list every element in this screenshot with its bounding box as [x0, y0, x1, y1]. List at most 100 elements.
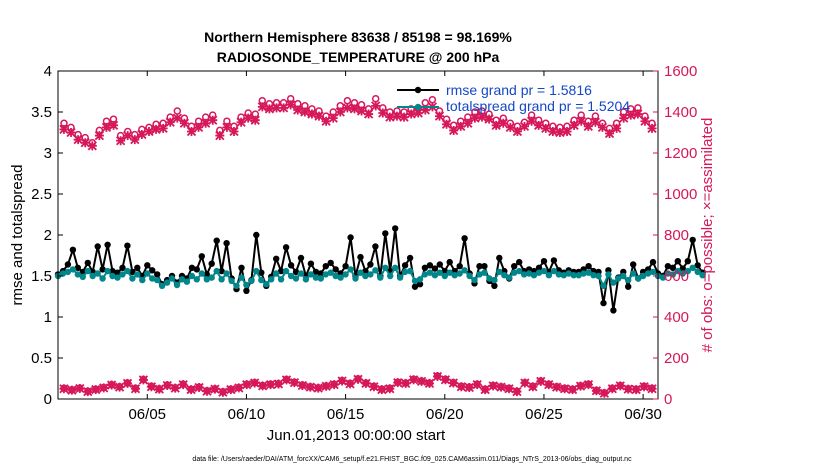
obs-low-assimilated-marker [456, 382, 466, 392]
totalspread-point [684, 267, 691, 275]
obs-low-assimilated-marker [432, 371, 443, 382]
totalspread-point [570, 272, 577, 279]
obs-assimilated-marker [434, 111, 445, 121]
totalspread-point [486, 275, 493, 282]
x-axis-label: Jun.01,2013 00:00:00 start [267, 427, 446, 444]
rmse-point [689, 236, 696, 244]
totalspread-point [451, 272, 458, 279]
totalspread-point [84, 267, 92, 275]
totalspread-point [233, 282, 240, 289]
totalspread-point [94, 270, 101, 277]
rmse-point [441, 267, 448, 275]
totalspread-point [699, 272, 706, 279]
totalspread-point [188, 272, 196, 280]
obs-assimilated-marker [115, 136, 126, 146]
totalspread-point [114, 274, 121, 281]
obs-low-assimilated-marker [488, 381, 498, 391]
totalspread-point [535, 269, 543, 276]
obs-low-assimilated-marker [321, 381, 331, 391]
totalspread-point [694, 268, 701, 276]
totalspread-point [79, 273, 87, 280]
rmse-point [243, 287, 250, 294]
rmse-point [119, 264, 126, 271]
rmse-point [317, 270, 324, 277]
obs-assimilated-marker [158, 123, 168, 134]
obs-assimilated-marker [257, 102, 267, 112]
obs-assimilated-marker [619, 113, 629, 123]
plot-area [58, 71, 658, 399]
obs-assimilated-marker [123, 130, 133, 141]
rmse-point [610, 307, 617, 314]
totalspread-point [362, 272, 369, 280]
obs-assimilated-marker [130, 135, 140, 145]
totalspread-point [89, 272, 96, 280]
rmse-point [461, 235, 468, 242]
obs-assimilated-marker [647, 123, 657, 134]
totalspread-point [516, 267, 523, 275]
rmse-point [277, 267, 285, 275]
totalspread-point [421, 271, 429, 278]
left-tick-label: 4 [44, 63, 52, 80]
obs-assimilated-marker [512, 126, 523, 137]
legend-rmse-label: rmse grand pr = 1.5816 [446, 82, 592, 98]
totalspread-point [565, 270, 572, 277]
rmse-point [223, 240, 230, 247]
obs-low-assimilated-marker [202, 386, 212, 396]
obs-low-assimilated-marker [130, 384, 141, 394]
rmse-point [436, 261, 443, 268]
rmse-point [446, 258, 453, 266]
rmse-point [144, 262, 151, 269]
left-tick-label: 3.5 [31, 104, 52, 121]
rmse-point [292, 268, 300, 276]
totalspread-point [282, 267, 290, 275]
totalspread-point [367, 271, 374, 278]
totalspread-point [426, 269, 434, 276]
obs-low-assimilated-marker [512, 386, 522, 397]
obs-assimilated-marker [583, 121, 593, 131]
rmse-point [392, 225, 399, 232]
totalspread-point [139, 276, 146, 284]
right-tick-label: 1200 [664, 145, 697, 162]
totalspread-point [287, 272, 295, 280]
obs-low-assimilated-marker [138, 375, 149, 385]
obs-assimilated-marker [307, 109, 317, 119]
rmse-point [511, 263, 518, 270]
right-tick-label: 400 [664, 309, 689, 326]
obs-assimilated-marker [392, 111, 402, 121]
rmse-point [372, 243, 379, 250]
rmse-point [481, 263, 488, 270]
obs-assimilated-marker [208, 115, 218, 125]
totalspread-point [99, 275, 106, 282]
totalspread-point [292, 275, 300, 282]
obs-low-assimilated-marker [393, 377, 403, 388]
left-tick-label: 0 [44, 391, 52, 408]
totalspread-point [560, 272, 567, 279]
obs-low-assimilated-marker [599, 388, 610, 398]
obs-low-assimilated-marker [639, 382, 649, 392]
rmse-point [347, 234, 354, 241]
totalspread-point [506, 274, 513, 281]
totalspread-point [307, 271, 315, 278]
obs-assimilated-marker [293, 105, 303, 115]
obs-assimilated-marker [94, 130, 105, 141]
obs-assimilated-marker [413, 108, 423, 118]
totalspread-point [302, 276, 310, 283]
totalspread-point [198, 270, 205, 277]
rmse-point [307, 260, 315, 267]
rmse-point [516, 258, 523, 266]
obs-assimilated-marker [264, 104, 275, 114]
obs-low-assimilated-marker [536, 376, 546, 387]
left-tick-label: 1 [44, 309, 52, 326]
obs-assimilated-marker [569, 120, 579, 130]
right-tick-label: 600 [664, 268, 689, 285]
obs-assimilated-marker [236, 117, 246, 127]
obs-low-assimilated-marker [345, 379, 355, 389]
obs-low-assimilated-marker [329, 380, 339, 390]
totalspread-point [550, 267, 558, 275]
rmse-point [327, 259, 334, 267]
obs-low-assimilated-marker [559, 384, 570, 394]
rmse-point [426, 262, 434, 269]
totalspread-point [183, 278, 191, 285]
totalspread-point [481, 269, 488, 276]
totalspread-point [64, 268, 72, 276]
